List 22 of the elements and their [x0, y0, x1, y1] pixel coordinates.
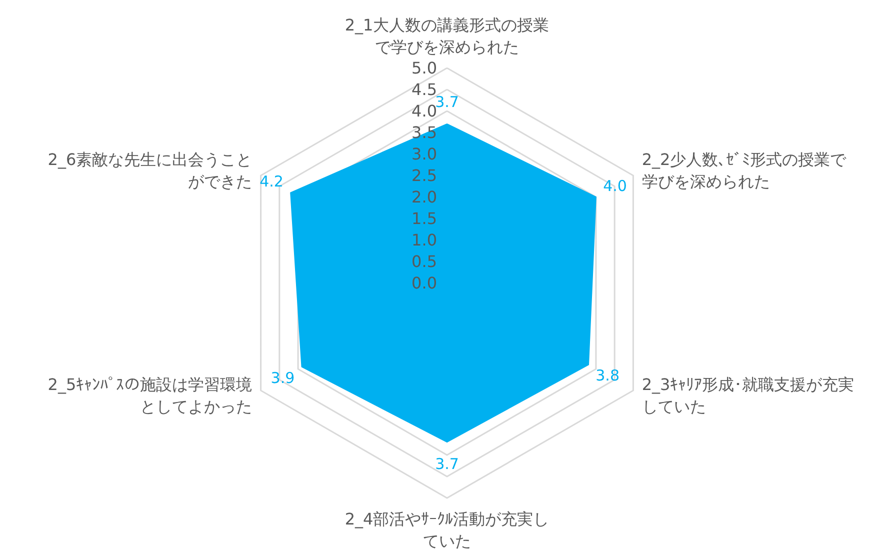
y-tick-label: 0.0: [412, 274, 437, 292]
spoke-label: 2_3ｷｬﾘｱ形成･就職支援が充実していた: [642, 375, 854, 416]
y-tick-label: 1.0: [412, 230, 437, 250]
spoke-label: 2_4部活やｻｰｸﾙ活動が充実していた: [344, 510, 550, 550]
data-label: 3.8: [596, 366, 620, 385]
spoke-label: 2_1大人数の講義形式の授業で学びを深められた: [344, 16, 550, 56]
y-tick-label: 2.0: [412, 188, 437, 206]
y-tick-label: 2.5: [412, 166, 437, 185]
data-label: 4.0: [603, 177, 627, 195]
y-tick-label: 3.0: [412, 144, 437, 164]
y-tick-label: 5.0: [412, 58, 437, 78]
y-tick-label: 4.0: [412, 102, 437, 120]
spoke-label: 2_5ｷｬﾝﾊﾟｽの施設は学習環境としてよかった: [48, 375, 252, 416]
data-label: 3.7: [435, 455, 459, 474]
spoke-label: 2_2少人数､ｾﾞﾐ形式の授業で学びを深められた: [642, 150, 848, 191]
y-tick-label: 1.5: [412, 209, 437, 228]
spoke-label: 2_6素敵な先生に出会うことができた: [48, 150, 252, 191]
data-label: 3.7: [435, 92, 459, 111]
y-tick-label: 4.5: [412, 80, 437, 99]
data-label: 3.9: [270, 368, 295, 387]
data-label: 4.2: [260, 172, 284, 191]
y-tick-label: 0.5: [412, 252, 437, 271]
